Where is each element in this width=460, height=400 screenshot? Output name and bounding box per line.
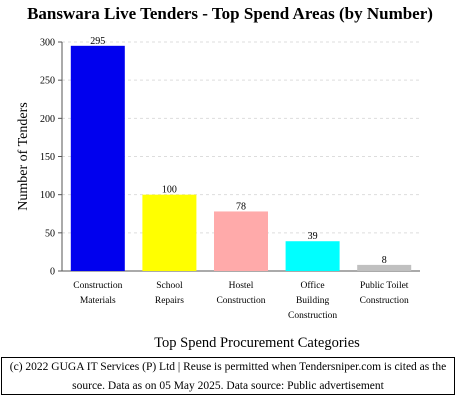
y-tick-label: 150 [40, 152, 55, 163]
x-tick-label: Construction [73, 281, 122, 291]
x-tick-label: Public Toilet [360, 281, 409, 291]
x-tick-label: Construction [288, 311, 337, 321]
bar-chart: 0 50 100 150 200 250 300 295 Construction Materia… [16, 36, 420, 351]
x-tick-label: Materials [80, 296, 116, 306]
bars [70, 45, 412, 271]
x-tick-label: School [156, 281, 183, 291]
y-axis-label: Number of Tenders [16, 102, 31, 210]
x-tick-label: Construction [216, 296, 265, 306]
x-axis-label: Top Spend Procurement Categories [154, 335, 360, 351]
y-tick-label: 50 [45, 228, 55, 239]
y-tick-label: 250 [40, 76, 55, 87]
x-tick-label: Office [301, 280, 325, 291]
x-tick-label: Building [296, 296, 330, 306]
bar-value-label: 39 [308, 231, 318, 242]
y-tick-label: 200 [40, 114, 55, 125]
bar-value-label: 100 [162, 185, 177, 196]
y-tick-label: 300 [40, 38, 55, 49]
x-tick-label: Repairs [155, 296, 184, 306]
chart-title: Banswara Live Tenders - Top Spend Areas … [27, 4, 433, 23]
bar [70, 45, 125, 271]
bar-value-label: 295 [90, 36, 105, 47]
footer-line-2: source. Data as on 05 May 2025. Data sou… [72, 380, 384, 392]
bar [285, 241, 340, 271]
y-tick-label: 100 [40, 190, 55, 201]
bar [214, 211, 268, 271]
labels: 0 50 100 150 200 250 300 295 Construction Materia… [16, 36, 409, 351]
bar [357, 264, 412, 271]
bar [142, 194, 197, 271]
bar-value-label: 78 [236, 201, 246, 212]
footer-credit: (c) 2022 GUGA IT Services (P) Ltd | Reus… [1, 357, 455, 395]
bar-value-label: 8 [382, 255, 387, 266]
y-tick-label: 0 [50, 267, 55, 278]
footer-line-1: (c) 2022 GUGA IT Services (P) Ltd | Reus… [9, 361, 447, 373]
x-tick-label: Construction [360, 296, 409, 306]
x-tick-label: Hostel [229, 281, 254, 291]
